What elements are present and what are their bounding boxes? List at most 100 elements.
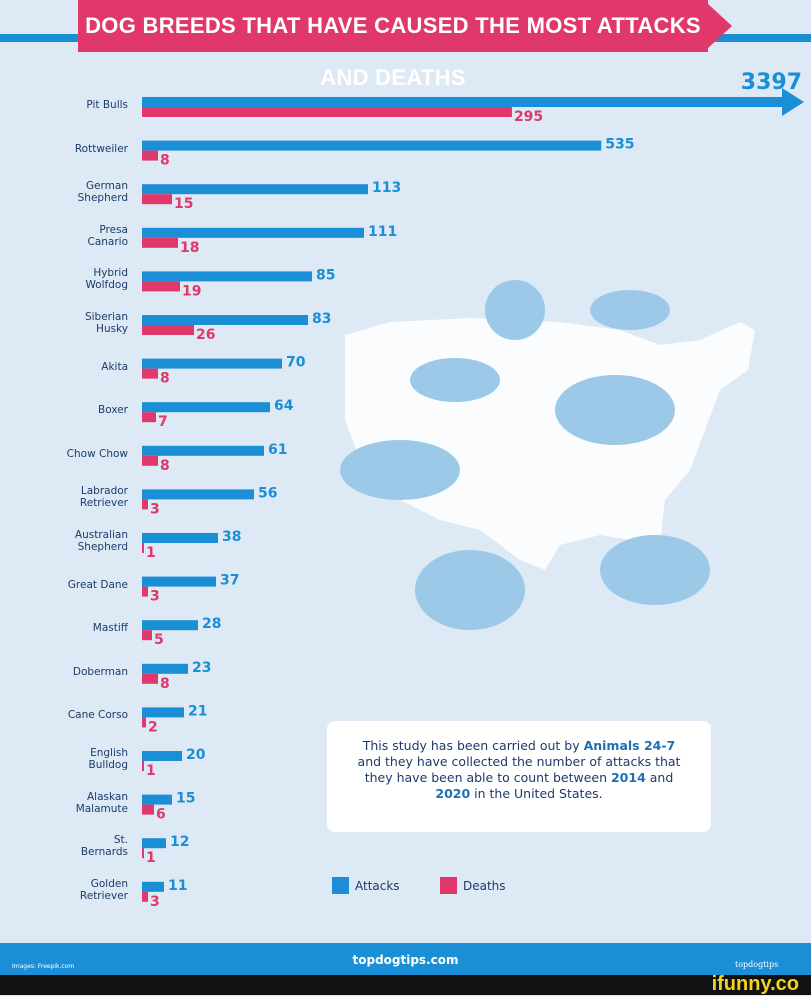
bar	[142, 707, 184, 718]
value-label: 64	[274, 398, 294, 414]
value-label: 12	[170, 834, 189, 850]
category-label: Cane Corso	[50, 709, 128, 721]
value-label: 20	[186, 747, 206, 763]
note-text: This study has been carried out by	[362, 738, 584, 753]
footer	[0, 943, 811, 975]
bar	[142, 325, 194, 335]
bar	[142, 237, 178, 248]
category-text: Akita	[101, 360, 128, 373]
bar	[142, 368, 158, 379]
value-label: 15	[174, 196, 193, 212]
bar	[142, 881, 164, 892]
bar	[142, 586, 148, 597]
legend-swatch	[332, 877, 349, 894]
bar	[142, 315, 308, 325]
bar	[142, 717, 146, 728]
bar	[142, 543, 144, 553]
value-label: 3	[150, 501, 160, 517]
category-label: Presa Canario	[50, 224, 128, 248]
value-label: 111	[368, 224, 397, 240]
bar	[142, 630, 152, 641]
category-text: Alaskan Malamute	[75, 790, 128, 815]
bar	[142, 184, 368, 195]
bar	[142, 751, 182, 761]
bar	[142, 804, 154, 815]
watermark-bar	[0, 975, 811, 995]
value-label: 28	[202, 616, 221, 632]
dog-silhouettes	[340, 280, 710, 630]
note-text: in the United States.	[470, 786, 603, 801]
value-label: 11	[168, 878, 187, 894]
category-label: Rottweiler	[50, 143, 128, 155]
value-label: 26	[196, 327, 215, 343]
category-text: German Shepherd	[77, 180, 128, 205]
logo: topdogtips	[735, 960, 779, 969]
category-label: Mastiff	[50, 622, 128, 634]
legend-label: Attacks	[355, 878, 400, 893]
value-label: 21	[188, 703, 207, 719]
category-text: Great Dane	[67, 578, 128, 591]
category-label: English Bulldog	[50, 747, 128, 771]
value-label: 5	[154, 632, 164, 648]
category-text: Doberman	[72, 665, 128, 678]
bar	[142, 891, 148, 902]
bar	[142, 271, 312, 282]
note-text: and they have collected the number of at…	[357, 754, 681, 785]
chart-title: DOG BREEDS THAT HAVE CAUSED THE MOST ATT…	[78, 0, 708, 90]
category-label: Siberian Husky	[50, 311, 128, 335]
bar	[142, 402, 270, 413]
bar	[142, 412, 156, 423]
bar	[142, 227, 364, 238]
value-label: 19	[182, 283, 201, 299]
category-text: Rottweiler	[74, 142, 128, 155]
site: topdogtips.com	[352, 953, 459, 967]
category-label: Hybrid Wolfdog	[50, 267, 128, 291]
category-text: Mastiff	[92, 622, 128, 635]
value-label: 1	[146, 850, 156, 866]
category-label: Australian Shepherd	[50, 529, 128, 553]
legend-label: Deaths	[463, 878, 506, 893]
category-text: Hybrid Wolfdog	[85, 267, 128, 292]
bar	[142, 673, 158, 684]
bar	[142, 663, 188, 674]
category-text: Labrador Retriever	[79, 485, 128, 510]
category-text: Pit Bulls	[86, 99, 128, 111]
bar	[142, 489, 254, 500]
value-label: 8	[160, 676, 170, 692]
value-label: 15	[176, 791, 195, 807]
category-label: Akita	[50, 361, 128, 373]
category-text: St. Bernards	[80, 834, 128, 859]
value-label: 1	[146, 763, 156, 779]
credit: Images: Freepik.com	[12, 963, 75, 970]
value-label: 70	[286, 355, 306, 371]
bar	[142, 455, 158, 466]
bar	[142, 794, 172, 805]
value-label: 8	[160, 153, 170, 169]
value-label: 38	[222, 529, 241, 545]
category-label: Boxer	[50, 404, 128, 416]
value-label: 83	[312, 311, 331, 327]
value-label: 8	[160, 458, 170, 474]
category-label: Labrador Retriever	[50, 485, 128, 509]
value-label: 61	[268, 442, 287, 458]
note-text: 2014	[610, 770, 646, 785]
category-label: Doberman	[50, 666, 128, 678]
category-label: German Shepherd	[50, 180, 128, 204]
category-label: Great Dane	[50, 579, 128, 591]
value-label: 18	[180, 240, 199, 256]
category-label: Chow Chow	[50, 448, 128, 460]
value-label: 3	[150, 894, 160, 910]
value-label: 85	[316, 267, 335, 283]
value-label: 295	[514, 109, 543, 125]
category-label: St. Bernards	[50, 834, 128, 858]
value-label: 37	[220, 573, 239, 589]
bar	[142, 838, 166, 849]
value-label: 1	[146, 545, 156, 561]
bar	[142, 358, 282, 369]
value-label: 3397	[741, 70, 802, 95]
value-label: 2	[148, 719, 158, 735]
category-text: Australian Shepherd	[74, 529, 128, 553]
value-label: 56	[258, 485, 277, 501]
